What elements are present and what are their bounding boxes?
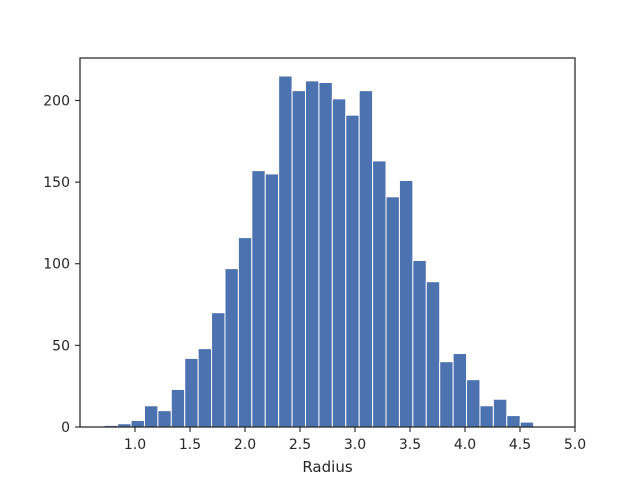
histogram-bar [130,419,145,428]
histogram-bar [372,160,387,428]
histogram-bar [452,353,468,428]
histogram-bar [398,179,414,428]
histogram-bar [305,80,320,428]
histogram-bars [103,75,535,428]
histogram-bar [264,173,280,428]
histogram-bar [425,281,441,428]
histogram-bar [224,268,239,428]
y-axis-ticks: 0 50 100 150 200 [43,93,80,436]
histogram-bar [184,357,199,428]
histogram-bar [492,398,508,428]
histogram-bar [479,405,494,428]
y-tick-label: 200 [43,93,70,109]
x-tick-label: 1.5 [179,437,201,453]
histogram-bar [291,90,306,428]
y-tick-label: 100 [43,257,70,273]
histogram-bar [143,405,159,428]
histogram-bar [439,361,454,428]
x-tick-label: 1.0 [124,437,146,453]
x-tick-label: 2.5 [289,437,311,453]
histogram-bar [358,90,374,428]
histogram-bar [519,421,535,428]
histogram-bar [466,379,481,428]
histogram-bar [237,237,253,428]
x-tick-label: 3.0 [344,437,366,453]
histogram-bar [211,312,226,428]
histogram-bar [412,259,427,428]
histogram-bar [197,348,213,428]
histogram-bar [170,388,186,428]
y-tick-label: 0 [61,420,70,436]
histogram-bar [331,98,347,428]
x-axis-label: Radius [302,458,352,476]
histogram-bar [345,114,360,428]
x-tick-label: 2.0 [234,437,256,453]
x-tick-label: 4.5 [509,437,531,453]
y-tick-label: 150 [43,175,70,191]
histogram-bar [278,75,293,428]
histogram-bar [157,410,172,428]
x-tick-label: 4.0 [454,437,476,453]
histogram-bar [385,196,400,428]
histogram-bar [251,170,266,428]
plot-frame [79,57,576,428]
histogram-bar [506,415,521,428]
x-tick-label: 3.5 [399,437,421,453]
x-tick-label: 5.0 [564,437,586,453]
y-tick-label: 50 [52,338,70,354]
histogram-bar [318,81,333,428]
x-axis-ticks: 1.0 1.5 2.0 2.5 3.0 3.5 4.0 4.5 5.0 [124,427,586,453]
